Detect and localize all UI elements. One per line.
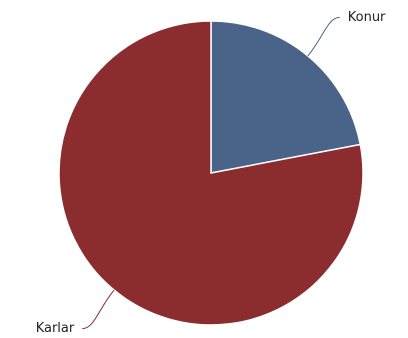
pie-slice: [58, 20, 364, 326]
leader-line: [307, 16, 340, 57]
pie-slice: [210, 20, 362, 174]
slice-label: Konur: [348, 10, 386, 25]
leader-line: [82, 289, 115, 330]
slice-label: Karlar: [36, 321, 75, 336]
